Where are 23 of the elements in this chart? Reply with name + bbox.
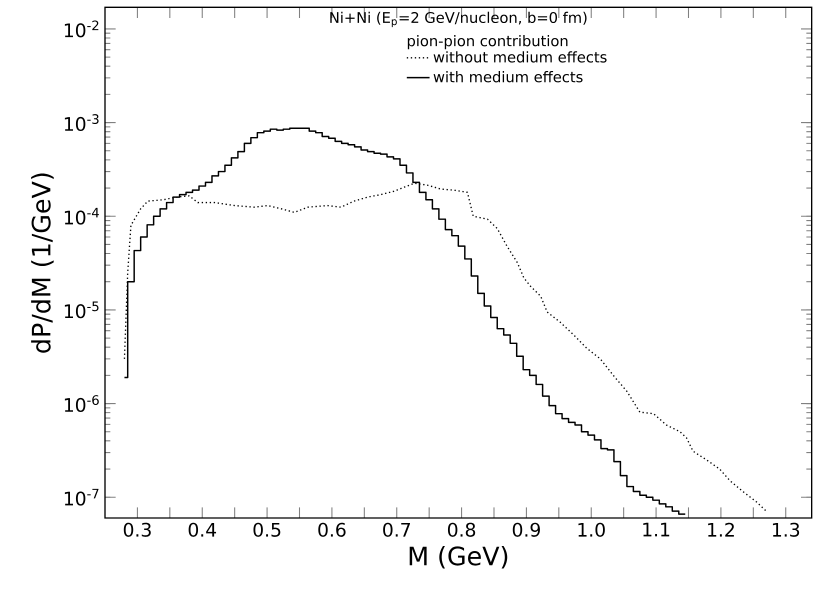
- x-tick-label: 0.8: [448, 522, 476, 537]
- legend-label: with medium effects: [434, 71, 583, 82]
- y-tick-label: 10$^{-2}$: [64, 20, 98, 38]
- y-tick-label: 10$^{-4}$: [64, 208, 99, 225]
- x-tick-label: 0.5: [253, 522, 280, 537]
- text: pion-pion contribution: [408, 35, 568, 50]
- x-tick-label: 0.6: [318, 522, 346, 537]
- x-tick-label: 0.7: [383, 522, 410, 537]
- x-tick-label: 0.9: [512, 522, 540, 537]
- x-tick-label: 0.3: [124, 522, 151, 537]
- legend-label: without medium effects: [434, 51, 607, 63]
- x-axis-title: M (GeV): [410, 546, 508, 569]
- y-tick-label: 10$^{-5}$: [64, 302, 98, 318]
- x-tick-label: 1.3: [772, 522, 800, 537]
- x-tick-label: 1.2: [708, 522, 734, 537]
- y-tick-label: 10$^{-7}$: [64, 488, 99, 506]
- x-tick-label: 1.0: [578, 522, 605, 537]
- y-tick-label: 10$^{-3}$: [64, 114, 99, 132]
- x-tick-label: 0.4: [188, 522, 216, 537]
- x-tick-label: 1.1: [643, 522, 670, 536]
- y-tick-label: 10$^{-6}$: [64, 395, 99, 412]
- y-axis-title: dP/dM (1/GeV): [31, 173, 54, 353]
- chart-title: Ni+Ni (E$_{p}$=2 GeV/nucleon, b=0 fm): [330, 12, 587, 28]
